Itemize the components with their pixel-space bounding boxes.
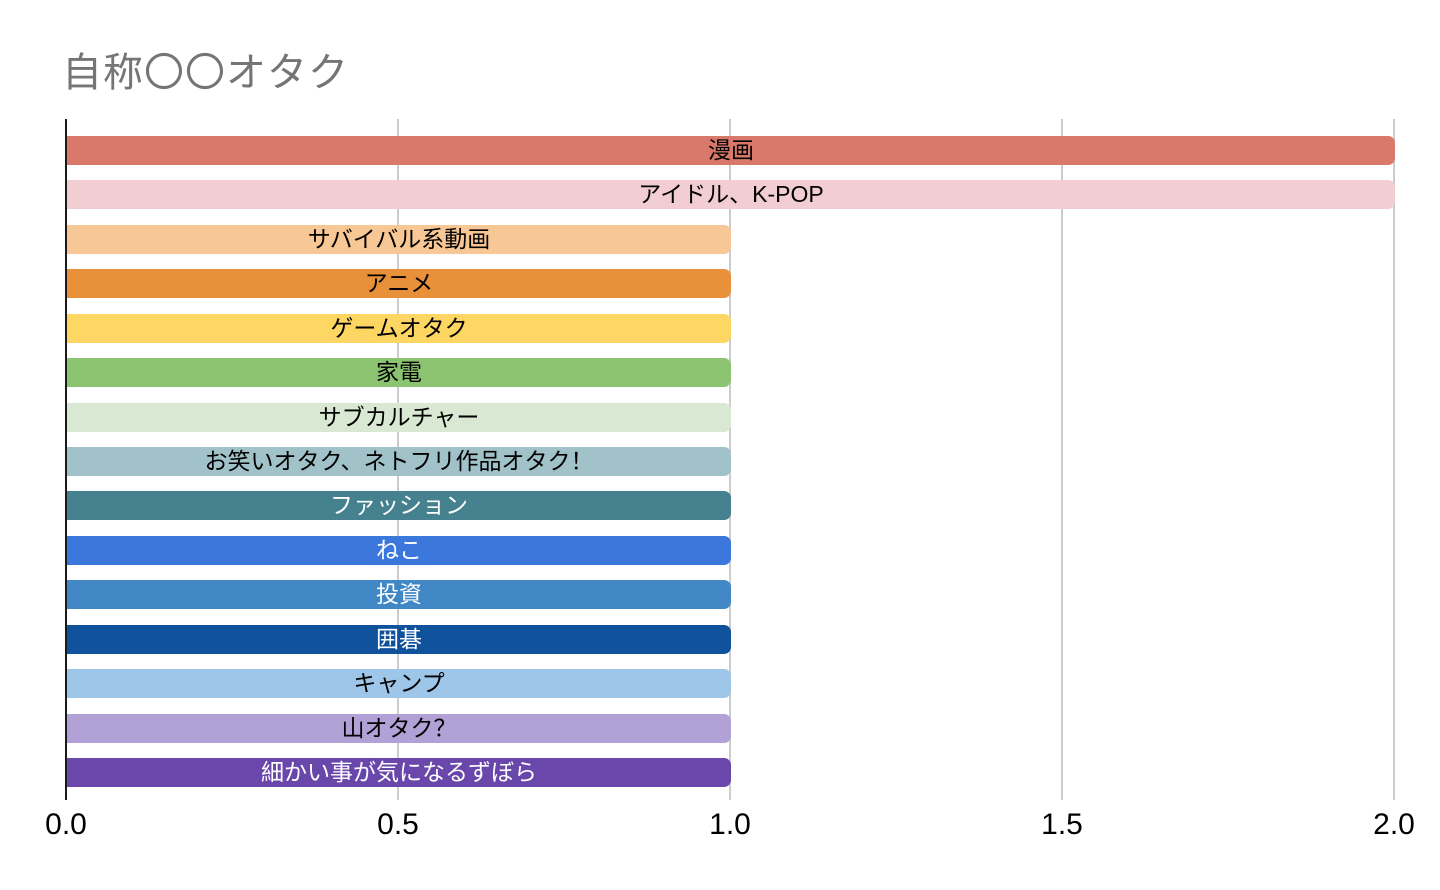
y-axis-line bbox=[65, 119, 67, 800]
bar-category-label: サブカルチャー bbox=[318, 404, 480, 430]
bar-category-label: 囲碁 bbox=[376, 626, 422, 652]
x-tick-label: 0.5 bbox=[377, 808, 419, 841]
gridline bbox=[1061, 119, 1063, 800]
x-tick-label: 1.0 bbox=[709, 808, 751, 841]
bar[interactable]: 細かい事が気になるずぼら bbox=[67, 758, 731, 787]
bar[interactable]: 漫画 bbox=[67, 136, 1395, 165]
x-tick-label: 1.5 bbox=[1041, 808, 1083, 841]
bar[interactable]: ゲームオタク bbox=[67, 314, 731, 343]
x-tick-label: 2.0 bbox=[1373, 808, 1415, 841]
bar-category-label: アイドル、K-POP bbox=[638, 181, 824, 207]
bar[interactable]: ねこ bbox=[67, 536, 731, 565]
bar[interactable]: 囲碁 bbox=[67, 625, 731, 654]
gridline bbox=[1393, 119, 1395, 800]
bar-category-label: 細かい事が気になるずぼら bbox=[261, 759, 537, 785]
bar[interactable]: 家電 bbox=[67, 358, 731, 387]
bar-category-label: サバイバル系動画 bbox=[307, 226, 491, 252]
bar-category-label: 漫画 bbox=[708, 137, 754, 163]
bar-category-label: ねこ bbox=[376, 537, 422, 563]
bar[interactable]: アイドル、K-POP bbox=[67, 180, 1395, 209]
x-axis: 0.0 0.5 1.0 1.5 2.0 bbox=[45, 808, 1415, 848]
bar[interactable]: ファッション bbox=[67, 491, 731, 520]
plot-area: 漫画アイドル、K-POP サバイバル系動画 アニメゲームオタク 家電サブカルチャーお笑… bbox=[65, 119, 1397, 800]
bar-category-label: お笑いオタク、ネトフリ作品オタク！ bbox=[204, 448, 594, 474]
bar-category-label: ファッション bbox=[330, 492, 468, 518]
bar-category-label: アニメ bbox=[364, 270, 434, 296]
bar-category-label: 家電 bbox=[376, 359, 422, 385]
bar-category-label: ゲームオタク bbox=[330, 315, 468, 341]
x-tick-label: 0.0 bbox=[45, 808, 87, 841]
bar[interactable]: キャンプ bbox=[67, 669, 731, 698]
bar-category-label: 山オタク？ bbox=[341, 715, 457, 741]
bar[interactable]: サブカルチャー bbox=[67, 403, 731, 432]
bar[interactable]: お笑いオタク、ネトフリ作品オタク！ bbox=[67, 447, 731, 476]
chart-title: 自称〇〇オタク bbox=[62, 51, 349, 95]
bar[interactable]: 投資 bbox=[67, 580, 731, 609]
bar[interactable]: アニメ bbox=[67, 269, 731, 298]
bar[interactable]: サバイバル系動画 bbox=[67, 225, 731, 254]
bar[interactable]: 山オタク？ bbox=[67, 714, 731, 743]
bar-category-label: 投資 bbox=[376, 581, 422, 607]
bar-category-label: キャンプ bbox=[353, 670, 445, 696]
